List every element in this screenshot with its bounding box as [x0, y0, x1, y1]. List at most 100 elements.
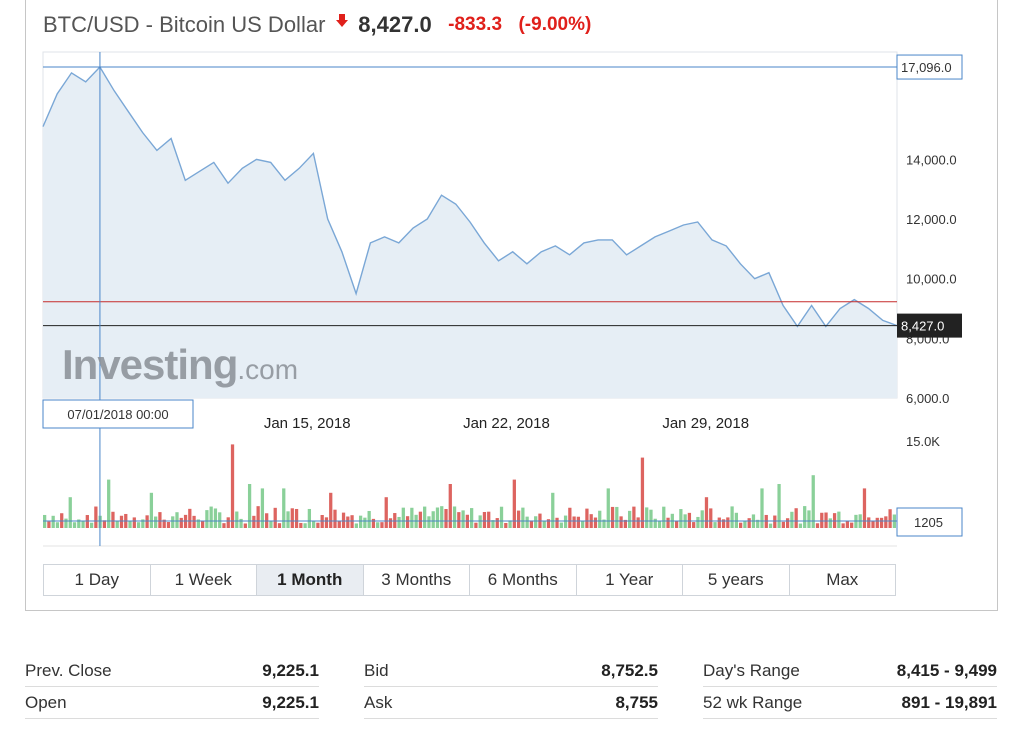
volume-bar: [461, 510, 465, 528]
volume-bar: [811, 475, 815, 528]
stat-label: Bid: [364, 661, 389, 680]
x-tick-label: Jan 15, 2018: [264, 415, 351, 432]
price-plot[interactable]: 14,000.012,000.010,000.08,000.06,000.0Ja…: [42, 51, 957, 432]
volume-bar: [448, 484, 452, 528]
volume-bar: [875, 517, 879, 528]
volume-bar: [384, 497, 388, 528]
tab-1-month[interactable]: 1 Month: [257, 565, 364, 595]
volume-bar: [534, 516, 538, 528]
volume-bar: [837, 511, 841, 528]
y-tick-label: 10,000.0: [906, 272, 957, 287]
volume-bar: [388, 518, 393, 528]
volume-bar: [666, 517, 670, 528]
volume-bar: [209, 506, 213, 528]
range-tabs: 1 Day 1 Week 1 Month 3 Months 6 Months 1…: [43, 564, 896, 596]
quote-header: BTC/USD - Bitcoin US Dollar 8,427.0 -833…: [43, 12, 603, 42]
volume-bar: [653, 518, 657, 528]
price-line[interactable]: [42, 65, 898, 328]
volume-bar: [222, 523, 226, 528]
tab-3-months[interactable]: 3 Months: [364, 565, 470, 595]
x-tick-label: Jan 29, 2018: [662, 415, 749, 432]
volume-bar: [444, 509, 448, 528]
volume-bar: [632, 506, 636, 528]
investing-watermark: Investing.com: [62, 341, 298, 389]
volume-bar: [346, 516, 350, 528]
volume-bar: [405, 516, 410, 528]
volume-bar: [145, 515, 149, 528]
volume-bar: [619, 516, 623, 528]
tab-1-week[interactable]: 1 Week: [151, 565, 257, 595]
volume-bar: [679, 509, 683, 528]
page-title: BTC/USD - Bitcoin US Dollar: [43, 12, 326, 37]
price-change: -833.3: [448, 14, 503, 35]
volume-bar: [785, 518, 790, 528]
volume-bar: [312, 521, 316, 528]
volume-bar: [77, 519, 81, 528]
tab-6-months[interactable]: 6 Months: [470, 565, 577, 595]
volume-bar: [657, 521, 662, 528]
volume-bar: [551, 492, 555, 528]
stat-ask: Ask 8,755: [364, 687, 658, 719]
tab-5-years[interactable]: 5 years: [683, 565, 790, 595]
volume-bar: [585, 508, 589, 528]
price-area-fill: [43, 67, 897, 398]
volume-bar: [794, 508, 798, 528]
volume-bar: [247, 484, 252, 528]
stat-value: 9,225.1: [262, 693, 319, 712]
volume-bar: [674, 521, 679, 528]
volume-bar: [435, 507, 440, 528]
volume-bar: [508, 520, 512, 528]
volume-bar: [636, 517, 640, 528]
volume-bar: [119, 515, 124, 528]
volume-bar: [320, 515, 324, 528]
volume-plot[interactable]: 15.0K 1205: [43, 434, 963, 547]
volume-bar: [867, 517, 871, 528]
volume-bar: [397, 516, 401, 528]
volume-bar: [828, 518, 832, 528]
volume-bar: [256, 506, 260, 528]
volume-bar: [478, 515, 482, 528]
volume-bar: [94, 506, 98, 528]
volume-bar: [286, 511, 290, 528]
watermark-suffix: .com: [237, 354, 299, 385]
stat-value: 8,755: [615, 693, 658, 712]
volume-bar: [171, 516, 175, 528]
volume-bar: [871, 521, 875, 528]
tab-1-day[interactable]: 1 Day: [44, 565, 151, 595]
tab-max[interactable]: Max: [826, 570, 859, 589]
volume-bar: [367, 510, 371, 528]
volume-bar: [820, 512, 824, 528]
tab-1-year[interactable]: 1 Year: [577, 565, 683, 595]
stat-label: Day's Range: [703, 661, 800, 680]
volume-bar: [72, 522, 77, 528]
volume-bar: [623, 519, 627, 528]
volume-bar: [521, 507, 525, 528]
volume-bar: [572, 516, 576, 528]
volume-bar: [307, 508, 312, 528]
volume-bar: [188, 508, 192, 528]
volume-bar: [739, 522, 743, 528]
volume-bar: [768, 523, 773, 528]
volume-bar: [154, 516, 158, 528]
volume-bar: [329, 492, 333, 528]
volume-bar: [252, 515, 256, 528]
volume-bar: [734, 512, 739, 528]
volume-bar: [418, 511, 423, 528]
volume-bar: [324, 517, 329, 528]
volume-bar: [713, 522, 717, 528]
x-tick-label: Jan 22, 2018: [463, 415, 550, 432]
volume-bar: [431, 511, 435, 528]
volume-bar: [862, 488, 867, 528]
volume-bar: [85, 515, 89, 528]
volume-bar: [337, 520, 341, 528]
volume-bar: [81, 520, 85, 528]
volume-bar: [662, 506, 666, 528]
stat-bid: Bid 8,752.5: [364, 655, 658, 687]
volume-bar: [316, 522, 320, 528]
volume-bar: [743, 520, 747, 528]
stat-label: Ask: [364, 693, 393, 712]
chart-card: [25, 0, 998, 611]
max-price-box: [896, 54, 963, 80]
volume-bar: [721, 519, 726, 528]
